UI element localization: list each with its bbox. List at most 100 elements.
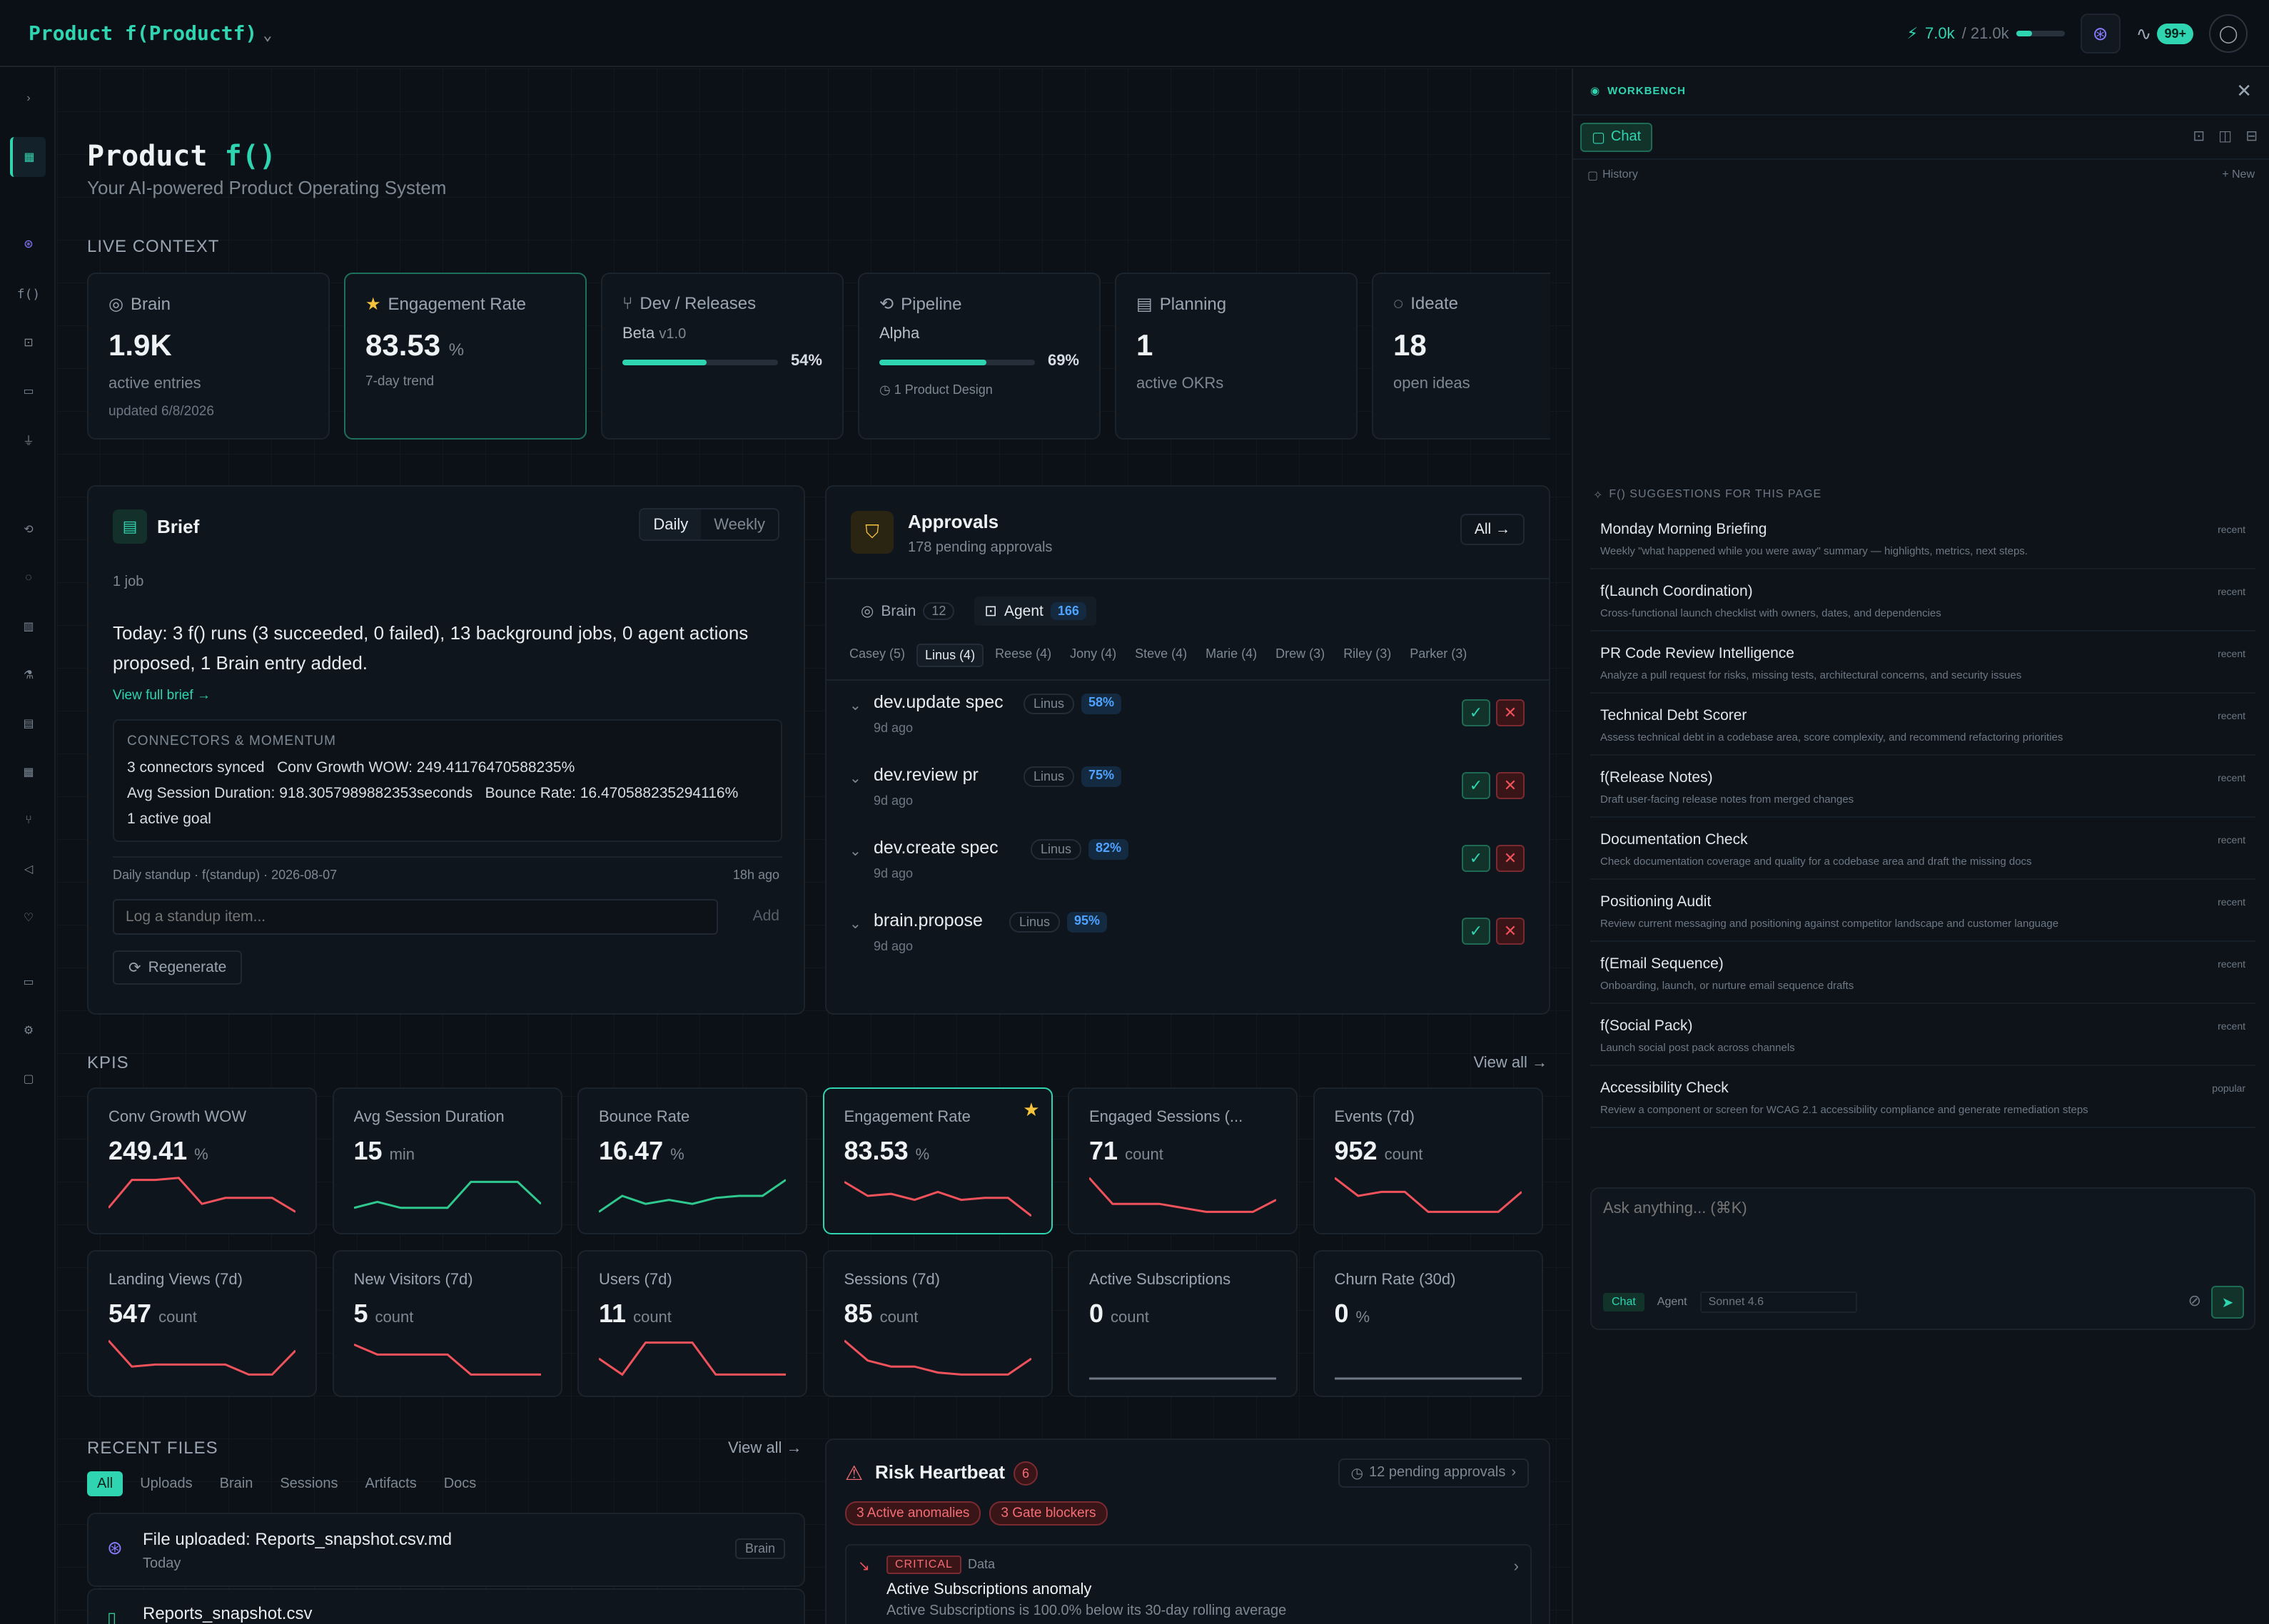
- approval-row[interactable]: ⌄ dev.create spec Linus 82% 9d ago ✓ ✕: [849, 838, 1525, 906]
- sidebar-item-analytics[interactable]: ▥: [16, 614, 41, 639]
- gate-blockers-tag[interactable]: 3 Gate blockers: [989, 1501, 1108, 1526]
- regenerate-button[interactable]: ⟳ Regenerate: [113, 950, 243, 985]
- kpi-card[interactable]: Conv Growth WOW 249.41 %: [87, 1087, 317, 1234]
- kpis-view-all-link[interactable]: View all →: [1473, 1053, 1547, 1071]
- approve-button[interactable]: ✓: [1462, 845, 1490, 872]
- suggestion-item[interactable]: Documentation Check Check documentation …: [1590, 821, 2255, 880]
- suggestion-item[interactable]: Monday Morning Briefing Weekly "what hap…: [1590, 511, 2255, 569]
- expand-sidebar-icon[interactable]: ›: [26, 92, 31, 104]
- kpi-card[interactable]: New Visitors (7d) 5 count: [332, 1250, 562, 1397]
- sidebar-item-connectors[interactable]: ⏚: [16, 427, 41, 452]
- sidebar-item-brain[interactable]: ⊛: [16, 231, 41, 257]
- approve-button[interactable]: ✓: [1462, 772, 1490, 799]
- sidebar-item-dashboard[interactable]: ▦: [10, 137, 46, 177]
- sidebar-item-research[interactable]: ⚗: [16, 662, 41, 688]
- approval-row[interactable]: ⌄ brain.propose Linus 95% 9d ago ✓ ✕: [849, 910, 1525, 979]
- kpi-card[interactable]: Engaged Sessions (... 71 count: [1068, 1087, 1298, 1234]
- kpi-card[interactable]: Active Subscriptions 0 count: [1068, 1250, 1298, 1397]
- person-filter[interactable]: Jony (4): [1070, 646, 1117, 661]
- kpi-card[interactable]: Landing Views (7d) 547 count: [87, 1250, 317, 1397]
- chevron-down-icon[interactable]: ⌄: [849, 698, 861, 714]
- add-standup-button[interactable]: Add: [752, 908, 779, 924]
- reject-button[interactable]: ✕: [1496, 918, 1525, 945]
- sidebar-item-customers[interactable]: ♡: [16, 905, 41, 930]
- pending-approvals-button[interactable]: ◷ 12 pending approvals ›: [1338, 1458, 1529, 1488]
- file-row[interactable]: ▯ Reports_snapshot.csv: [87, 1588, 805, 1624]
- reject-button[interactable]: ✕: [1496, 699, 1525, 726]
- robot-icon[interactable]: ⊡: [2193, 128, 2205, 144]
- file-tab[interactable]: Artifacts: [365, 1476, 417, 1491]
- file-tab[interactable]: Sessions: [280, 1476, 338, 1491]
- split-view-icon[interactable]: ◫: [2218, 128, 2232, 144]
- panel-icon[interactable]: ⊟: [2245, 128, 2258, 144]
- view-full-brief-link[interactable]: View full brief →: [113, 688, 211, 703]
- approval-row[interactable]: ⌄ dev.review pr Linus 75% 9d ago ✓ ✕: [849, 765, 1525, 833]
- person-filter[interactable]: Marie (4): [1206, 646, 1258, 661]
- kpi-card[interactable]: Events (7d) 952 count: [1313, 1087, 1543, 1234]
- anomalies-tag[interactable]: 3 Active anomalies: [845, 1501, 981, 1526]
- user-avatar[interactable]: ◯: [2209, 14, 2248, 53]
- person-filter[interactable]: Drew (3): [1275, 646, 1325, 661]
- sidebar-item-ideate[interactable]: ◌: [16, 565, 41, 591]
- send-button[interactable]: ➤: [2211, 1286, 2244, 1319]
- reject-button[interactable]: ✕: [1496, 772, 1525, 799]
- tab-agent[interactable]: ⊡ Agent 166: [974, 597, 1096, 626]
- file-tab[interactable]: Docs: [443, 1476, 477, 1491]
- live-card-planning[interactable]: ▤ Planning 1 active OKRs: [1115, 273, 1358, 440]
- kpi-card[interactable]: Sessions (7d) 85 count: [822, 1250, 1053, 1397]
- chevron-down-icon[interactable]: ⌄: [849, 843, 861, 859]
- live-card-ideate[interactable]: ◌ Ideate 18 open ideas: [1372, 273, 1550, 440]
- sidebar-item-feedback[interactable]: ▢: [16, 1066, 41, 1092]
- chat-input[interactable]: [1603, 1199, 2238, 1263]
- credits-meter[interactable]: ⚡ 7.0k / 21.0k: [1907, 24, 2065, 43]
- chat-tab[interactable]: ▢ Chat: [1580, 123, 1653, 152]
- risk-item[interactable]: ↘ CRITICAL Data Active Subscriptions ano…: [845, 1544, 1532, 1624]
- activity-button[interactable]: ∿ 99+: [2136, 23, 2193, 45]
- live-card-engagement[interactable]: ★ Engagement Rate 83.53 % 7-day trend: [344, 273, 587, 440]
- file-tab[interactable]: All: [87, 1471, 123, 1496]
- approve-button[interactable]: ✓: [1462, 918, 1490, 945]
- chevron-down-icon[interactable]: ⌄: [849, 916, 861, 932]
- paperclip-icon[interactable]: ⊘: [2188, 1291, 2201, 1309]
- close-icon[interactable]: ✕: [2236, 80, 2252, 101]
- person-filter[interactable]: Steve (4): [1135, 646, 1188, 661]
- history-link[interactable]: ▢ History: [1587, 168, 1638, 183]
- brain-button[interactable]: ⊛: [2080, 14, 2121, 54]
- live-card-brain[interactable]: ◎ Brain 1.9K active entries updated 6/8/2…: [87, 273, 330, 440]
- kpi-card[interactable]: Avg Session Duration 15 min: [332, 1087, 562, 1234]
- kpi-card[interactable]: Churn Rate (30d) 0 %: [1313, 1250, 1543, 1397]
- files-view-all-link[interactable]: View all →: [728, 1438, 802, 1456]
- sidebar-item-roadmap[interactable]: ▤: [16, 711, 41, 736]
- mode-agent[interactable]: Agent: [1657, 1296, 1687, 1308]
- weekly-tab[interactable]: Weekly: [714, 515, 765, 533]
- suggestion-item[interactable]: f(Email Sequence) Onboarding, launch, or…: [1590, 945, 2255, 1004]
- product-switcher[interactable]: Product f(Productf) ⌄: [29, 21, 273, 45]
- suggestion-item[interactable]: f(Release Notes) Draft user-facing relea…: [1590, 759, 2255, 818]
- suggestion-item[interactable]: Accessibility Check Review a component o…: [1590, 1070, 2255, 1128]
- sidebar-item-library[interactable]: ▭: [16, 378, 41, 404]
- person-filter[interactable]: Riley (3): [1343, 646, 1392, 661]
- mode-chat[interactable]: Chat: [1603, 1293, 1644, 1311]
- person-filter[interactable]: Reese (4): [995, 646, 1052, 661]
- new-chat-button[interactable]: + New: [2222, 168, 2255, 181]
- sidebar-item-functions[interactable]: f(): [16, 281, 41, 307]
- suggestion-item[interactable]: f(Launch Coordination) Cross-functional …: [1590, 573, 2255, 631]
- tab-brain[interactable]: ◎ Brain 12: [851, 597, 964, 626]
- sidebar-item-settings[interactable]: ⚙: [16, 1017, 41, 1043]
- person-filter[interactable]: Linus (4): [916, 644, 984, 667]
- daily-tab[interactable]: Daily: [640, 509, 702, 539]
- sidebar-item-pipeline[interactable]: ⟲: [16, 517, 41, 542]
- reject-button[interactable]: ✕: [1496, 845, 1525, 872]
- approvals-all-button[interactable]: All →: [1460, 514, 1525, 545]
- suggestion-item[interactable]: Positioning Audit Review current messagi…: [1590, 883, 2255, 942]
- sidebar-item-agents[interactable]: ⊡: [16, 330, 41, 355]
- chevron-down-icon[interactable]: ⌄: [849, 771, 861, 786]
- model-select[interactable]: Sonnet 4.6: [1699, 1291, 1857, 1313]
- kpi-card[interactable]: Bounce Rate 16.47 %: [577, 1087, 807, 1234]
- file-tab[interactable]: Brain: [219, 1476, 253, 1491]
- sidebar-item-releases[interactable]: ⑂: [16, 808, 41, 833]
- approve-button[interactable]: ✓: [1462, 699, 1490, 726]
- kpi-card[interactable]: Users (7d) 11 count: [577, 1250, 807, 1397]
- suggestion-item[interactable]: PR Code Review Intelligence Analyze a pu…: [1590, 635, 2255, 694]
- live-card-dev[interactable]: ⑂ Dev / Releases Beta v1.0 54%: [601, 273, 844, 440]
